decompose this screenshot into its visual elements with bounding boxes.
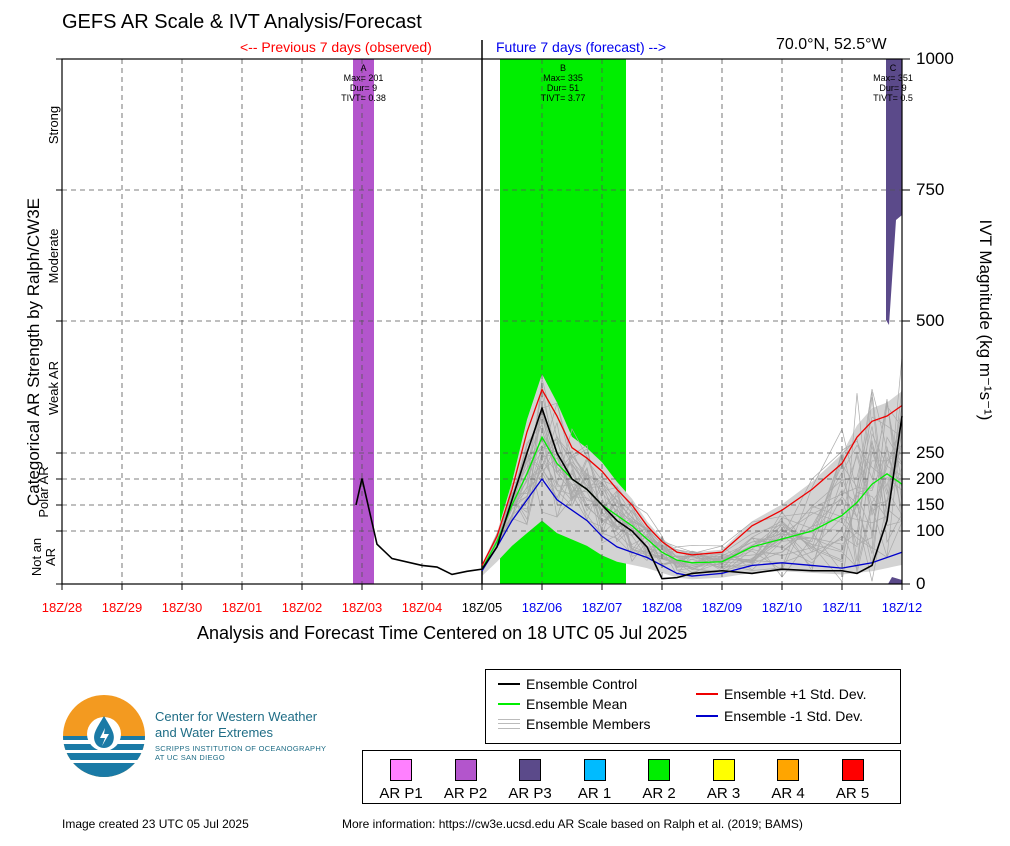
ar-category-swatch	[777, 759, 799, 781]
x-tick-label: 18Z/30	[161, 600, 203, 615]
x-tick-label: 18Z/11	[822, 600, 862, 615]
y-tick-label: 500	[916, 311, 945, 330]
ensemble-member-line	[481, 387, 903, 571]
ar-category-label: AR 3	[706, 785, 741, 802]
ar-event-band-C	[886, 59, 902, 325]
ar-category-swatch	[519, 759, 541, 781]
ensemble-member-line	[481, 441, 903, 569]
previous-days-label: <-- Previous 7 days (observed)	[240, 39, 432, 55]
ar-category-label: AR 5	[835, 785, 870, 802]
future-days-label: Future 7 days (forecast) -->	[496, 39, 667, 55]
ar-category-item: AR P1	[371, 759, 431, 802]
ar-category-swatch	[841, 759, 864, 781]
legend-control: Ensemble Control	[498, 676, 637, 692]
ar-category-label: AR 1	[577, 785, 612, 802]
ar-category-swatch	[390, 759, 412, 781]
ensemble-member-line	[481, 406, 903, 569]
ar-event-annotation: B Max= 335 Dur= 51 TIVT= 3.77	[540, 63, 586, 103]
ar-category-item: AR 5	[823, 759, 883, 802]
ar-category-swatch	[712, 759, 735, 781]
category-not-ar: Not an AR	[29, 537, 58, 577]
y-tick-label: 100	[916, 521, 945, 540]
legend-minus: Ensemble -1 Std. Dev.	[696, 708, 863, 724]
y-tick-label: 1000	[916, 49, 954, 68]
logo-title: Center for Western Weather and Water Extr…	[155, 709, 318, 740]
x-tick-label: 18Z/09	[701, 600, 743, 615]
ar-category-item: AR 3	[694, 759, 754, 802]
y-tick-label: 200	[916, 469, 945, 488]
ar-category-item: AR 2	[629, 759, 689, 802]
y-tick-label: 150	[916, 495, 945, 514]
ar-category-swatch	[454, 759, 477, 781]
series-line-control	[355, 405, 903, 580]
x-tick-label: 18Z/06	[521, 600, 563, 615]
ar-event-annotation: A Max= 201 Dur= 9 TIVT= 0.38	[341, 63, 386, 103]
ar-category-label: AR 4	[771, 785, 805, 802]
ar-category-label: AR 2	[642, 785, 676, 802]
ar-category-item: AR 4	[758, 759, 818, 802]
ar-event-band-C-base	[888, 577, 902, 584]
legend-plus: Ensemble +1 Std. Dev.	[696, 686, 867, 702]
location-label: 70.0°N, 52.5°W	[776, 36, 887, 53]
y-tick-label: 750	[916, 180, 945, 199]
ar-category-swatch	[583, 759, 606, 781]
ensemble-member-line	[481, 454, 903, 570]
legend-members: Ensemble Members	[498, 716, 651, 732]
ar-category-item: AR 1	[565, 759, 625, 802]
ensemble-member-line	[481, 421, 903, 570]
ar-category-label: AR P2	[443, 785, 488, 802]
x-tick-label: 18Z/29	[101, 600, 143, 615]
ensemble-member-line	[481, 444, 903, 571]
x-tick-label: 18Z/01	[221, 600, 263, 615]
ensemble-member-line	[481, 411, 903, 569]
x-tick-label: 18Z/08	[641, 600, 683, 615]
x-tick-label: 18Z/07	[581, 600, 623, 615]
series-line-plus	[481, 388, 903, 566]
footer-created: Image created 23 UTC 05 Jul 2025	[62, 817, 249, 831]
ensemble-member-line	[481, 405, 903, 572]
x-tick-label: 18Z/05	[461, 600, 503, 615]
series-line-mean	[481, 435, 903, 570]
y-tick-label: 0	[916, 574, 926, 593]
ar-category-label: AR P3	[508, 785, 552, 802]
x-axis-label: Analysis and Forecast Time Centered on 1…	[197, 623, 688, 643]
x-tick-label: 18Z/04	[401, 600, 443, 615]
ensemble-member-line	[481, 423, 903, 572]
ar-category-item: AR P2	[436, 759, 496, 802]
ensemble-member-line	[481, 356, 903, 576]
x-tick-label: 18Z/10	[761, 600, 803, 615]
x-tick-label: 18Z/02	[281, 600, 323, 615]
ar-category-item: AR P3	[500, 759, 560, 802]
ar-category-legend: AR P1 AR P2 AR P3 AR 1 AR 2 AR 3 AR 4 AR 5	[362, 750, 901, 804]
category-polar: Polar AR	[36, 466, 51, 518]
y-axis-label-left: Categorical AR Strength by Ralph/CW3E	[24, 197, 43, 507]
y-tick-label: 250	[916, 443, 945, 462]
ar-category-swatch	[648, 759, 670, 781]
y-axis-label-right: IVT Magnitude (kg m⁻¹s⁻¹)	[976, 219, 995, 421]
category-moderate: Moderate	[46, 228, 61, 284]
ar-category-label: AR P1	[379, 785, 423, 802]
chart-title: GEFS AR Scale & IVT Analysis/Forecast	[62, 11, 422, 33]
ar-event-annotation: C Max= 351 Dur= 9 TIVT= 0.5	[873, 63, 913, 103]
legend: Ensemble Control Ensemble Mean Ensemble …	[485, 669, 901, 744]
x-tick-label: 18Z/03	[341, 600, 383, 615]
legend-mean: Ensemble Mean	[498, 696, 627, 712]
footer-info: More information: https://cw3e.ucsd.edu …	[342, 817, 803, 831]
category-weak: Weak AR	[46, 361, 61, 415]
category-strong: Strong	[46, 105, 61, 145]
cw3e-logo	[62, 695, 146, 777]
x-tick-label: 18Z/12	[881, 600, 923, 615]
logo-subtitle: SCRIPPS INSTITUTION OF OCEANOGRAPHY AT UC…	[155, 744, 327, 762]
x-tick-label: 18Z/28	[41, 600, 83, 615]
